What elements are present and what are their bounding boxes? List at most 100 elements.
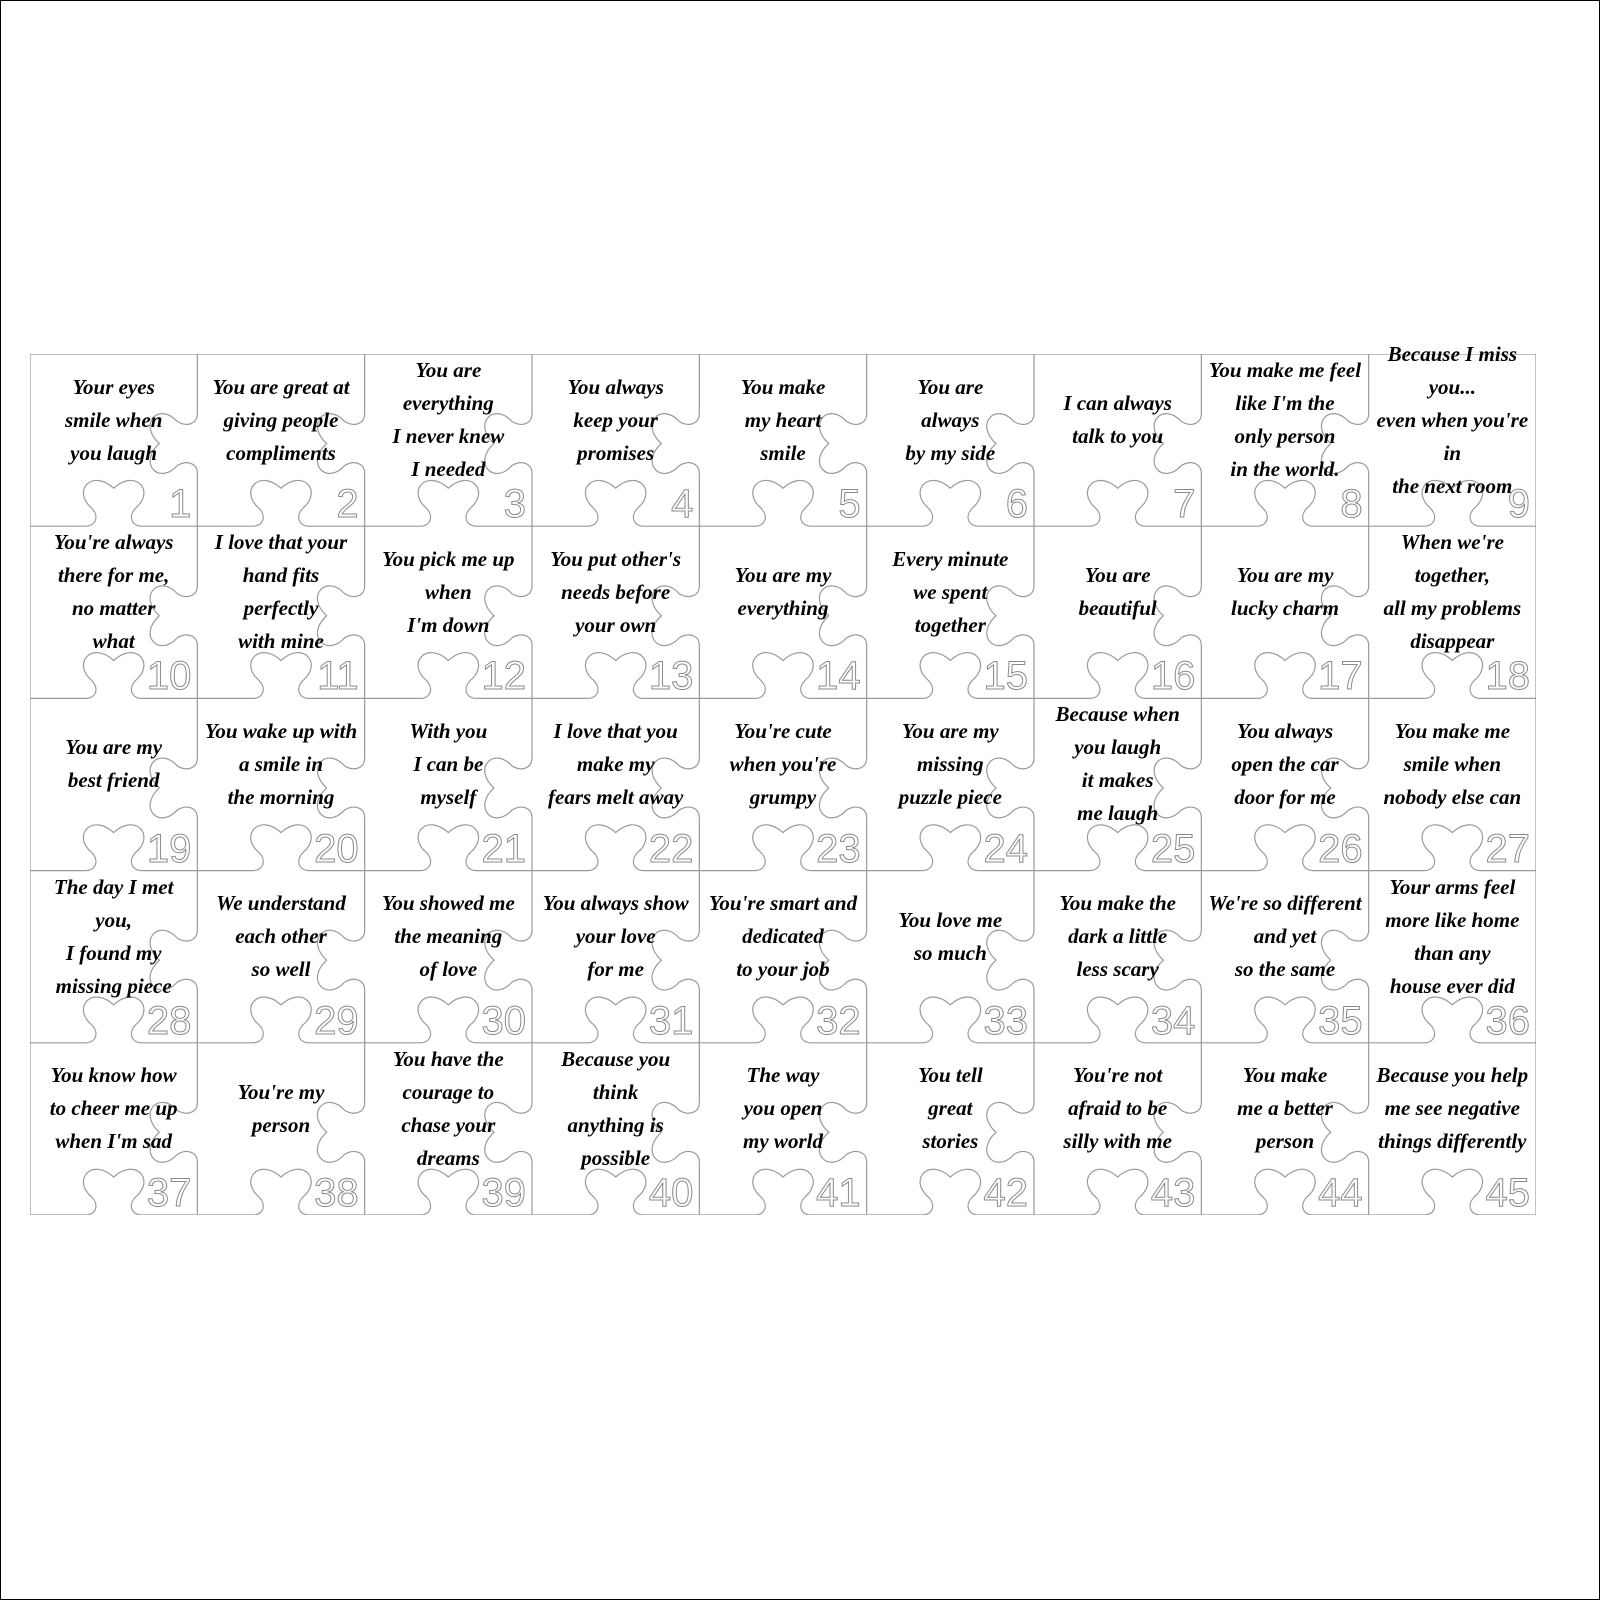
puzzle-piece: You're cute when you're grumpy 23 [699, 698, 866, 870]
piece-message: You're not afraid to be silly with me [1063, 1063, 1172, 1154]
piece-number: 2 [336, 482, 359, 527]
piece-number: 42 [983, 1170, 1028, 1215]
piece-number: 23 [816, 826, 861, 871]
puzzle-piece: You are always by my side 6 [867, 354, 1034, 526]
piece-number: 43 [1150, 1170, 1196, 1215]
piece-number: 10 [146, 654, 192, 699]
puzzle-piece: You are my lucky charm 17 [1201, 526, 1368, 698]
piece-message: Every minute we spent together [892, 546, 1009, 637]
piece-message: You are my best friend [65, 735, 163, 793]
puzzle-piece: I can always talk to you 7 [1034, 354, 1201, 526]
piece-message: You have the courage to chase your dream… [392, 1046, 504, 1170]
piece-number: 26 [1318, 826, 1363, 871]
column-edge [1153, 354, 1202, 1215]
piece-number: 11 [317, 654, 360, 699]
puzzle-piece: We understand each other so well 29 [197, 871, 364, 1043]
piece-number: 12 [481, 654, 526, 699]
piece-message: The day I met you, I found my missing pi… [53, 874, 174, 998]
puzzle-piece: You're always there for me, no matter wh… [30, 526, 197, 698]
column-edge [818, 354, 868, 1215]
piece-message: You are everything I never knew I needed [392, 358, 505, 481]
piece-message: You always open the car door for me [1231, 718, 1339, 809]
piece-number: 4 [671, 482, 694, 527]
piece-number: 44 [1318, 1170, 1363, 1215]
column-edge [651, 354, 700, 1215]
puzzle-piece: I love that your hand fits perfectly wit… [197, 526, 364, 698]
puzzle-piece: You're not afraid to be silly with me 43 [1034, 1043, 1201, 1215]
puzzle-piece: I love that you make my fears melt away 2… [532, 698, 699, 870]
puzzle-piece: Because when you laugh it makes me laugh… [1034, 698, 1201, 870]
piece-message: The way you open my world [743, 1063, 823, 1154]
piece-message: I can always talk to you [1063, 391, 1172, 448]
puzzle-piece: You put other's needs before your own 13 [532, 526, 699, 698]
puzzle-piece: You make me feel like I'm the only perso… [1201, 354, 1368, 526]
piece-number: 5 [838, 482, 861, 527]
piece-number: 20 [314, 826, 359, 871]
puzzle-piece: Your eyes smile when you laugh 1 [30, 354, 197, 526]
puzzle-piece: Because I miss you... even when you're i… [1369, 342, 1536, 527]
column-edge [986, 354, 1035, 1215]
piece-message: You make the dark a little less scary [1059, 891, 1176, 982]
puzzle-piece: You pick me up when I'm down 12 [365, 526, 532, 698]
row-edge [30, 652, 1536, 699]
puzzle-piece: You know how to cheer me up when I'm sad… [30, 1043, 197, 1215]
puzzle-outline [30, 354, 1536, 1215]
piece-number: 8 [1340, 482, 1363, 527]
piece-message: We understand each other so well [216, 891, 346, 982]
piece-message: You make my heart smile [740, 374, 826, 465]
puzzle-piece: We're so different and yet so the same 35 [1201, 871, 1368, 1043]
piece-message: You always show your love for me [542, 891, 689, 982]
piece-number: 9 [1507, 482, 1530, 527]
piece-number: 3 [503, 482, 526, 527]
piece-message: You're cute when you're grumpy [729, 718, 837, 809]
column-edge [316, 354, 366, 1215]
piece-number: 7 [1173, 482, 1196, 527]
piece-number: 29 [314, 998, 359, 1043]
piece-message: With you I can be myself [409, 718, 488, 809]
piece-number: 25 [1150, 826, 1196, 871]
piece-number: 40 [648, 1170, 694, 1215]
piece-number: 35 [1318, 998, 1363, 1043]
puzzle-piece: Every minute we spent together 15 [867, 526, 1034, 698]
piece-number: 45 [1485, 1170, 1530, 1215]
piece-number: 27 [1485, 826, 1530, 871]
row-edge [30, 479, 1536, 527]
piece-message: Because when you laugh it makes me laugh [1055, 702, 1180, 826]
piece-message: You wake up with a smile in the morning [204, 718, 358, 809]
puzzle-piece: With you I can be myself 21 [365, 698, 532, 870]
piece-message: Your eyes smile when you laugh [64, 374, 163, 465]
piece-message: You showed me the meaning of love [381, 891, 515, 982]
piece-message: You're always there for me, no matter wh… [53, 530, 174, 654]
puzzle-piece: You are beautiful 16 [1034, 526, 1201, 698]
piece-number: 41 [816, 1170, 861, 1215]
piece-message: You are beautiful [1078, 563, 1157, 621]
column-edge [1320, 354, 1370, 1215]
piece-message: You are great at giving people complimen… [212, 374, 350, 465]
piece-number: 22 [648, 826, 694, 871]
piece-message: I love that you make my fears melt away [548, 718, 684, 809]
piece-message: You are my everything [734, 563, 832, 621]
puzzle-piece: You love me so much 33 [867, 871, 1034, 1043]
row-edge [30, 824, 1536, 872]
piece-number: 1 [169, 482, 192, 527]
puzzle-piece: You always open the car door for me 26 [1201, 698, 1368, 870]
piece-number: 17 [1318, 654, 1363, 699]
piece-message: Your arms feel more like home than any h… [1385, 874, 1520, 998]
puzzle-piece: You wake up with a smile in the morning 2… [197, 698, 364, 870]
piece-message: Because you help me see negative things … [1376, 1063, 1529, 1154]
puzzle-piece: Because you help me see negative things … [1369, 1043, 1536, 1215]
piece-number: 21 [481, 826, 526, 871]
puzzle-piece: Your arms feel more like home than any h… [1369, 871, 1536, 1043]
piece-number: 18 [1485, 654, 1530, 699]
piece-number: 19 [146, 826, 192, 871]
piece-message: You make me feel like I'm the only perso… [1208, 358, 1362, 481]
puzzle-piece: The way you open my world 41 [699, 1043, 866, 1215]
piece-message: You put other's needs before your own [550, 546, 682, 637]
piece-number: 37 [146, 1170, 192, 1215]
piece-number: 30 [481, 998, 526, 1043]
piece-number: 24 [983, 826, 1028, 871]
piece-number: 14 [816, 654, 861, 699]
column-edge [149, 354, 198, 1215]
piece-message: When we're together, all my problems dis… [1383, 530, 1522, 654]
